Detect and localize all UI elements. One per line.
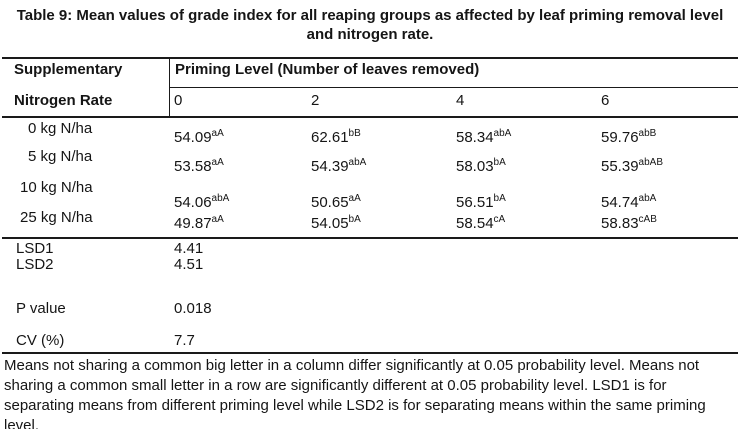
cell-0-1: 62.61bB bbox=[311, 129, 361, 146]
stat-label-cv: CV (%) bbox=[16, 332, 65, 349]
cell-value: 54.06 bbox=[174, 194, 212, 211]
stat-label-lsd2: LSD2 bbox=[16, 256, 54, 273]
table-caption-line1: Table 9: Mean values of grade index for … bbox=[16, 7, 724, 24]
cell-superscript: abAB bbox=[638, 157, 664, 168]
cell-superscript: cA bbox=[493, 214, 506, 225]
cell-1-1: 54.39abA bbox=[311, 158, 366, 175]
cell-superscript: bA bbox=[493, 157, 506, 168]
header-bottom-rule bbox=[2, 116, 738, 118]
cell-value: 62.61 bbox=[311, 129, 349, 146]
row-label-25kg: 25 kg N/ha bbox=[20, 209, 93, 226]
cell-value: 54.09 bbox=[174, 129, 212, 146]
header-col1-line1: Supplementary bbox=[14, 61, 123, 78]
header-col1-line2: Nitrogen Rate bbox=[14, 92, 113, 109]
cell-superscript: bB bbox=[348, 128, 361, 139]
cell-value: 56.51 bbox=[456, 194, 494, 211]
cell-0-2: 58.34abA bbox=[456, 129, 511, 146]
cell-0-3: 59.76abB bbox=[601, 129, 656, 146]
cell-superscript: abA bbox=[211, 193, 230, 204]
cell-superscript: aA bbox=[211, 157, 224, 168]
cell-value: 58.83 bbox=[601, 215, 639, 232]
row-label-5kg: 5 kg N/ha bbox=[28, 148, 93, 165]
stat-value-pvalue: 0.018 bbox=[174, 300, 212, 317]
cell-2-1: 50.65aA bbox=[311, 194, 361, 211]
stat-label-lsd1: LSD1 bbox=[16, 240, 54, 257]
table-bottom-rule bbox=[2, 352, 738, 354]
header-level-4: 4 bbox=[456, 92, 465, 109]
stat-label-pvalue: P value bbox=[16, 300, 66, 317]
header-priming-group: Priming Level (Number of leaves removed) bbox=[175, 61, 480, 78]
header-column-divider bbox=[169, 57, 170, 118]
stat-value-cv: 7.7 bbox=[174, 332, 195, 349]
cell-value: 54.39 bbox=[311, 158, 349, 175]
cell-value: 58.03 bbox=[456, 158, 494, 175]
cell-2-0: 54.06abA bbox=[174, 194, 229, 211]
cell-3-3: 58.83cAB bbox=[601, 215, 657, 232]
cell-value: 50.65 bbox=[311, 194, 349, 211]
cell-value: 58.34 bbox=[456, 129, 494, 146]
cell-value: 53.58 bbox=[174, 158, 212, 175]
cell-1-2: 58.03bA bbox=[456, 158, 506, 175]
cell-superscript: aA bbox=[211, 214, 224, 225]
cell-value: 55.39 bbox=[601, 158, 639, 175]
cell-superscript: bA bbox=[493, 193, 506, 204]
stat-value-lsd1: 4.41 bbox=[174, 240, 204, 257]
cell-superscript: abA bbox=[638, 193, 657, 204]
table-footnote: Means not sharing a common big letter in… bbox=[4, 357, 706, 429]
table-top-rule bbox=[2, 57, 738, 59]
data-bottom-rule bbox=[2, 237, 738, 239]
cell-value: 49.87 bbox=[174, 215, 212, 232]
priming-level-underline bbox=[169, 87, 738, 88]
cell-3-0: 49.87aA bbox=[174, 215, 224, 232]
header-level-0: 0 bbox=[174, 92, 183, 109]
cell-superscript: abA bbox=[348, 157, 367, 168]
stat-value-lsd2: 4.51 bbox=[174, 256, 204, 273]
header-level-2: 2 bbox=[311, 92, 320, 109]
header-level-6: 6 bbox=[601, 92, 610, 109]
table-caption-line2: and nitrogen rate. bbox=[306, 26, 434, 43]
cell-3-1: 54.05bA bbox=[311, 215, 361, 232]
row-label-0kg: 0 kg N/ha bbox=[28, 120, 93, 137]
cell-superscript: bA bbox=[348, 214, 361, 225]
cell-3-2: 58.54cA bbox=[456, 215, 505, 232]
cell-value: 58.54 bbox=[456, 215, 494, 232]
cell-value: 59.76 bbox=[601, 129, 639, 146]
cell-superscript: abB bbox=[638, 128, 657, 139]
cell-1-3: 55.39abAB bbox=[601, 158, 663, 175]
cell-value: 54.05 bbox=[311, 215, 349, 232]
cell-value: 54.74 bbox=[601, 194, 639, 211]
cell-2-3: 54.74abA bbox=[601, 194, 656, 211]
cell-superscript: cAB bbox=[638, 214, 657, 225]
cell-1-0: 53.58aA bbox=[174, 158, 224, 175]
cell-superscript: abA bbox=[493, 128, 512, 139]
cell-2-2: 56.51bA bbox=[456, 194, 506, 211]
cell-superscript: aA bbox=[348, 193, 361, 204]
row-label-10kg: 10 kg N/ha bbox=[20, 179, 93, 196]
cell-superscript: aA bbox=[211, 128, 224, 139]
cell-0-0: 54.09aA bbox=[174, 129, 224, 146]
table-caption: Table 9: Mean values of grade index for … bbox=[0, 6, 740, 44]
